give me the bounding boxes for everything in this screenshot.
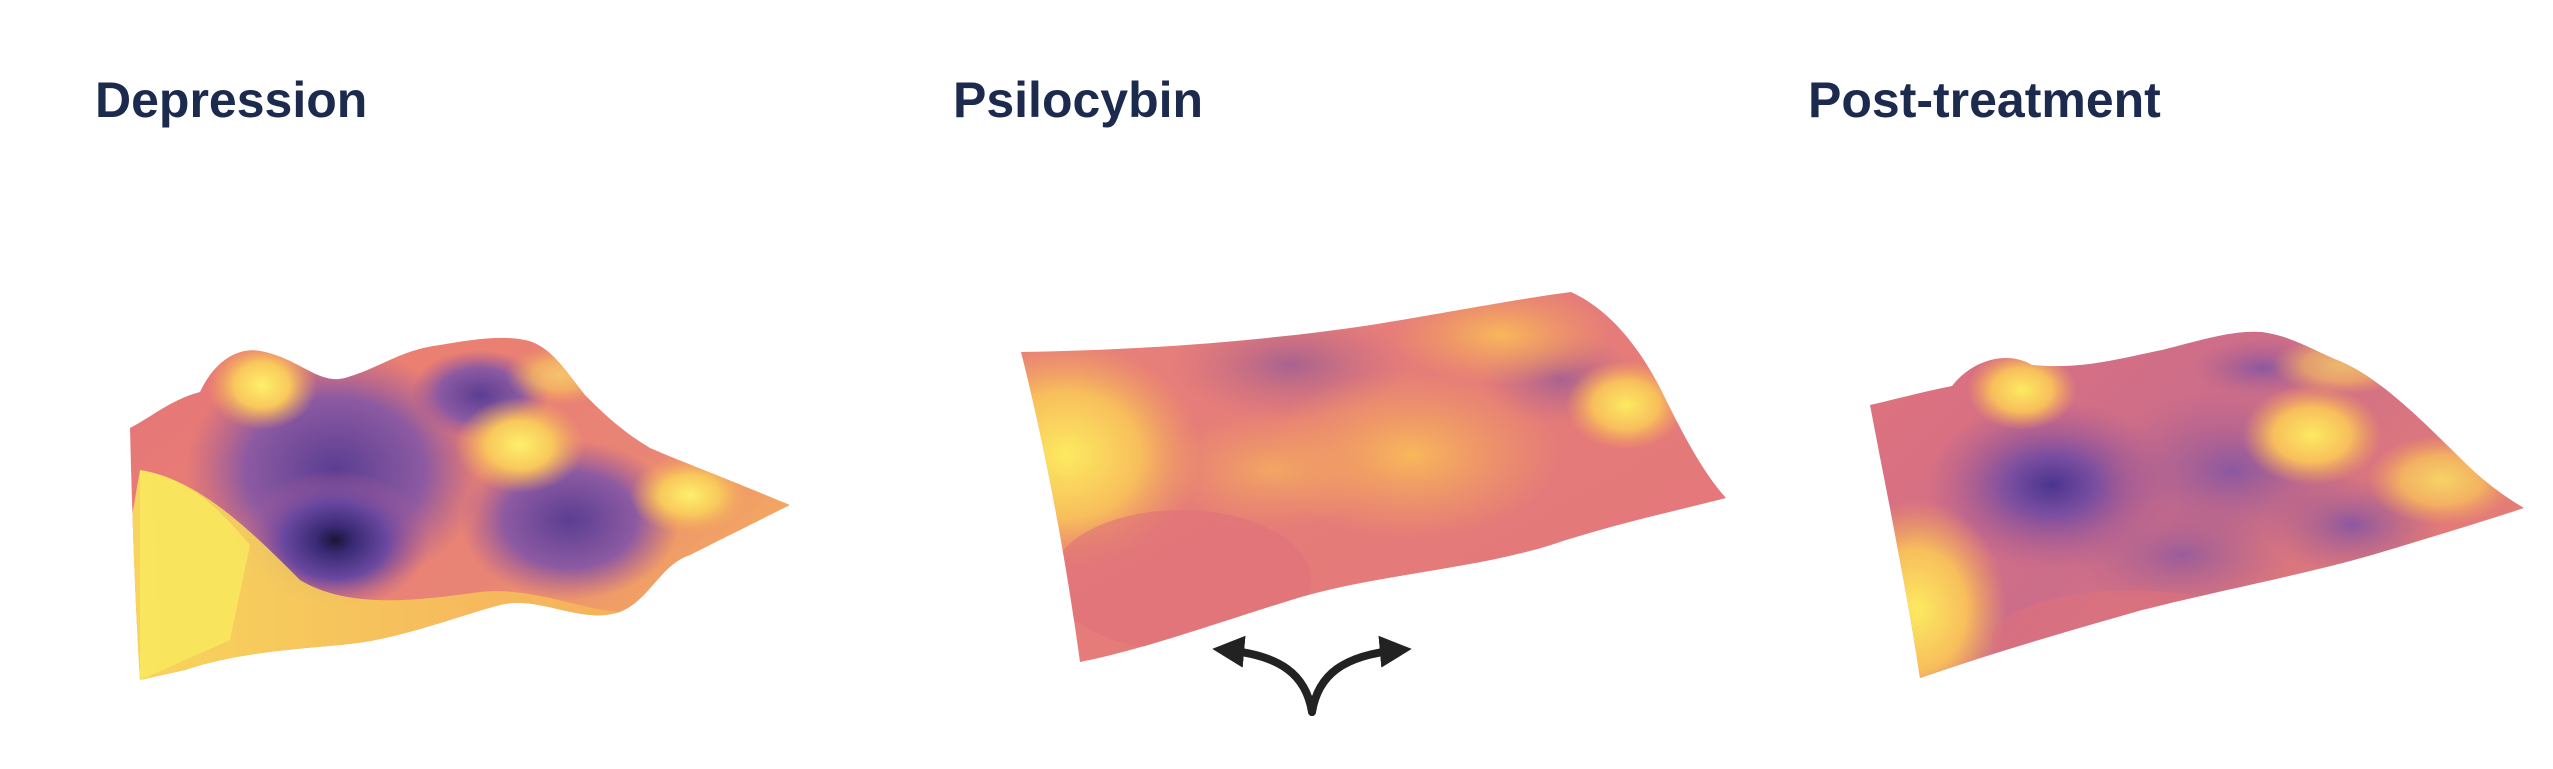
branching-arrows-icon — [1212, 635, 1412, 716]
post-treatment-panel: Post-treatment — [1702, 0, 2553, 769]
psilocybin-panel: Psilocybin — [851, 0, 1726, 769]
depression-title: Depression — [95, 72, 368, 128]
depression-panel: Depression — [0, 0, 851, 769]
depression-landscape — [130, 337, 790, 680]
psilocybin-landscape — [1021, 292, 1726, 662]
psilocybin-title: Psilocybin — [953, 72, 1204, 128]
post-treatment-landscape — [1870, 331, 2524, 678]
post-treatment-title: Post-treatment — [1808, 72, 2161, 128]
